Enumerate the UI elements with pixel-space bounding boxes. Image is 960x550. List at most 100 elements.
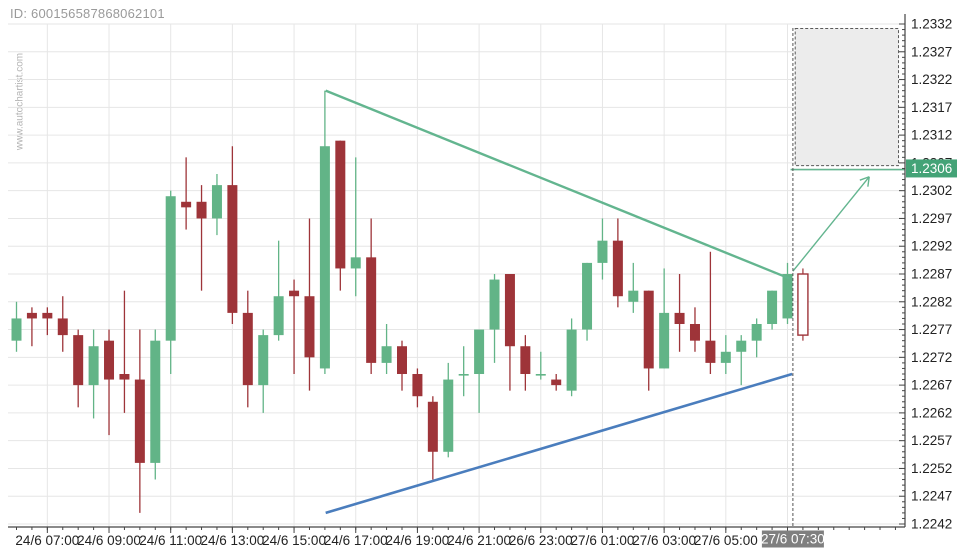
candle xyxy=(397,340,407,391)
candle-body xyxy=(42,312,53,319)
candle xyxy=(751,318,762,358)
candle xyxy=(11,301,22,352)
time-tick-label: 24/6 15:00 xyxy=(262,533,326,548)
candle xyxy=(458,346,469,397)
candle-body xyxy=(335,140,346,269)
candle xyxy=(643,290,654,391)
forecast-box xyxy=(794,27,900,167)
candle-body xyxy=(258,335,269,386)
candle xyxy=(304,218,315,391)
time-tick-label: 24/6 19:00 xyxy=(386,533,450,548)
current-time-tag: 27/6 07:30 xyxy=(761,530,825,548)
candle xyxy=(242,290,253,408)
candle-body xyxy=(751,324,762,341)
candle-body xyxy=(520,346,531,375)
axes xyxy=(8,14,906,528)
candle xyxy=(566,318,577,397)
pattern-resistance-line xyxy=(325,89,793,281)
candle xyxy=(381,324,392,375)
candle-body xyxy=(273,296,284,336)
candle-body xyxy=(782,274,793,319)
candle-body xyxy=(397,346,407,375)
price-tick-label: 1.2327 xyxy=(911,44,952,59)
candle-body xyxy=(551,379,562,386)
candle-body xyxy=(319,146,330,369)
candle-body xyxy=(165,196,176,341)
forming-candle xyxy=(797,268,809,341)
candle xyxy=(520,335,531,391)
candle-body xyxy=(535,374,546,376)
candle-body xyxy=(227,185,238,313)
candle xyxy=(674,274,685,352)
candle-body xyxy=(366,257,377,363)
target-price-tag-text: 1.2306 xyxy=(911,161,952,176)
price-tick-label: 1.2262 xyxy=(911,405,952,420)
candle-body xyxy=(720,351,731,363)
forecast-arrow xyxy=(792,176,870,272)
candle-body xyxy=(134,379,145,463)
candle xyxy=(350,157,361,297)
candle xyxy=(782,262,793,325)
candle xyxy=(767,290,778,330)
candle-body xyxy=(689,324,700,341)
forecast-arrow-shaft xyxy=(792,176,870,272)
candle-body xyxy=(181,201,192,208)
time-tick-label: 26/6 23:00 xyxy=(509,533,573,548)
candle xyxy=(427,396,438,480)
candle-body xyxy=(150,340,161,463)
candle xyxy=(335,140,346,291)
candle xyxy=(705,251,716,375)
candle xyxy=(504,274,515,391)
candle-body xyxy=(350,257,361,269)
time-tick-label: 24/6 21:00 xyxy=(447,533,511,548)
forecast-arrow-head xyxy=(867,176,870,187)
current-time-tag-bg xyxy=(761,530,824,548)
candle xyxy=(551,374,562,391)
time-tick-label: 24/6 07:00 xyxy=(15,533,79,548)
price-tick-label: 1.2247 xyxy=(911,489,952,504)
price-tick-label: 1.2277 xyxy=(911,322,952,337)
candle-body xyxy=(643,290,654,369)
candle-body xyxy=(211,185,222,219)
price-tick-label: 1.2332 xyxy=(911,17,952,32)
candle xyxy=(582,262,593,341)
candle xyxy=(319,90,330,375)
candle-body xyxy=(612,240,623,297)
price-axis: 1.23321.23271.23221.23171.23121.23071.23… xyxy=(899,17,952,532)
candle-body xyxy=(736,340,747,352)
candle xyxy=(73,329,84,408)
candle xyxy=(150,329,161,480)
candle xyxy=(289,279,300,375)
candle xyxy=(628,262,639,313)
candle xyxy=(227,146,238,325)
candle-body xyxy=(289,290,300,297)
candle-body xyxy=(11,318,22,341)
price-tick-label: 1.2287 xyxy=(911,267,952,282)
candle xyxy=(258,329,269,413)
time-tick-label: 24/6 09:00 xyxy=(77,533,141,548)
candle xyxy=(474,329,485,413)
candle xyxy=(88,329,99,419)
candle xyxy=(273,240,284,341)
candle-body xyxy=(427,401,438,452)
time-tick-label: 27/6 03:00 xyxy=(632,533,696,548)
candle-body xyxy=(582,262,593,330)
candle-body xyxy=(242,312,253,386)
candle-body xyxy=(443,379,454,452)
candle xyxy=(412,368,423,408)
candle xyxy=(612,218,623,308)
price-tick-label: 1.2312 xyxy=(911,128,952,143)
candle-body xyxy=(381,346,392,363)
candle-body xyxy=(104,340,115,380)
candle-body-hollow xyxy=(797,273,809,336)
price-tick-label: 1.2302 xyxy=(911,183,952,198)
candle-body xyxy=(412,374,423,397)
candle-body xyxy=(57,318,68,336)
price-tick-label: 1.2317 xyxy=(911,100,952,115)
time-tick-label: 24/6 11:00 xyxy=(139,533,202,548)
time-tick-label: 27/6 01:00 xyxy=(571,533,635,548)
candle xyxy=(659,268,670,369)
candle-body xyxy=(597,240,608,263)
candle xyxy=(196,185,207,291)
